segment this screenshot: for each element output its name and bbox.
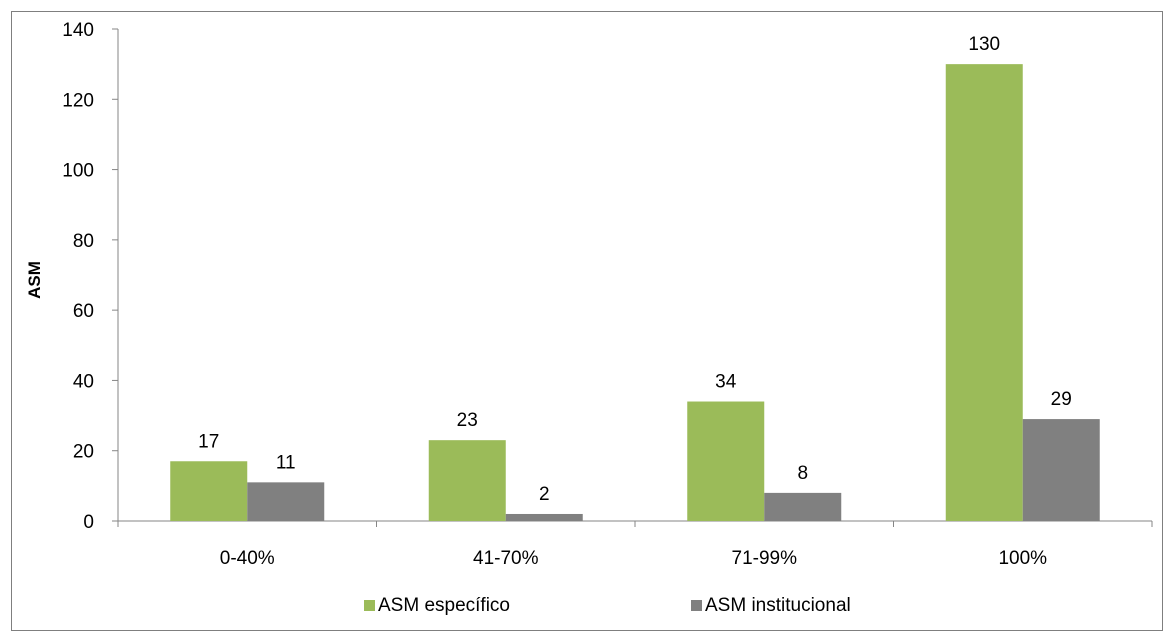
legend: ASM específico ASM institucional: [364, 595, 851, 616]
y-axis-title: ASM: [25, 261, 44, 299]
bars: [170, 64, 1100, 522]
data-labels: 17 23 34 130 11 2 8 29: [198, 34, 1072, 505]
bar: [1022, 419, 1100, 521]
y-tick-label: 20: [73, 442, 94, 463]
y-tick-label: 0: [83, 512, 94, 533]
data-label: 17: [198, 431, 219, 452]
x-tick-label: 41-70%: [473, 548, 539, 569]
bar: [170, 461, 248, 521]
data-label: 8: [797, 463, 808, 484]
data-label: 130: [968, 34, 1000, 55]
legend-swatch: [691, 600, 702, 611]
bar: [945, 64, 1023, 522]
data-label: 11: [276, 452, 296, 473]
legend-label: ASM específico: [378, 595, 510, 616]
bar: [247, 482, 325, 521]
data-label: 23: [457, 410, 478, 431]
bar: [764, 492, 842, 521]
x-axis: 0-40% 41-70% 71-99% 100%: [117, 520, 1153, 569]
y-axis: 0 20 40 60 80 100 120 140: [62, 20, 119, 533]
data-label: 29: [1051, 389, 1072, 410]
x-tick-label: 71-99%: [732, 548, 798, 569]
bar: [505, 513, 583, 521]
y-tick-label: 80: [73, 231, 94, 252]
legend-swatch: [364, 600, 375, 611]
data-label: 34: [715, 372, 737, 393]
bar: [687, 401, 765, 521]
x-tick-label: 0-40%: [220, 548, 275, 569]
legend-label: ASM institucional: [705, 595, 851, 616]
y-tick-label: 100: [62, 161, 94, 182]
y-tick-label: 60: [73, 301, 94, 322]
data-label: 2: [539, 484, 550, 505]
bar: [428, 440, 506, 521]
y-tick-label: 40: [73, 371, 94, 392]
y-tick-label: 120: [62, 90, 94, 111]
x-tick-label: 100%: [998, 548, 1047, 569]
y-tick-label: 140: [62, 20, 94, 41]
